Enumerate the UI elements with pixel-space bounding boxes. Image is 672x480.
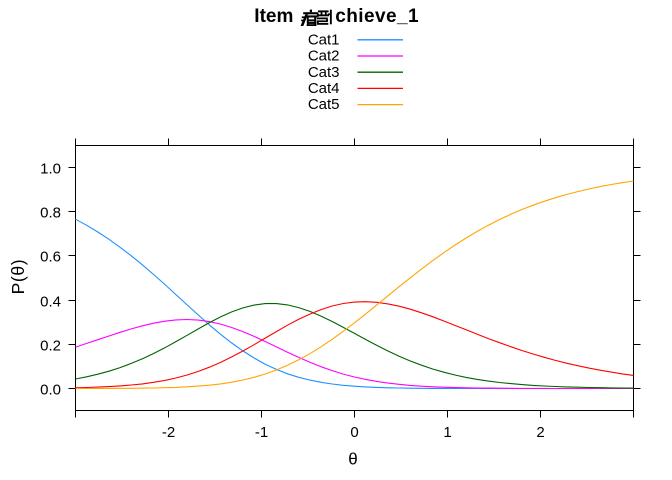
svg-text:-1: -1 [255, 424, 268, 441]
svg-text:Cat2: Cat2 [308, 48, 340, 65]
svg-text:Cat5: Cat5 [308, 96, 340, 113]
svg-text:P(θ): P(θ) [8, 259, 28, 294]
svg-text:chieve_1: chieve_1 [335, 6, 419, 27]
svg-text:Cat4: Cat4 [308, 80, 340, 97]
svg-text:0.0: 0.0 [40, 381, 61, 398]
svg-text:0.8: 0.8 [40, 204, 61, 221]
svg-text:Cat3: Cat3 [308, 64, 340, 81]
svg-text:θ: θ [348, 450, 357, 469]
svg-text:0.4: 0.4 [40, 293, 61, 310]
svg-text:1: 1 [443, 424, 451, 441]
svg-text:Cat1: Cat1 [308, 31, 340, 48]
svg-text:0.2: 0.2 [40, 337, 61, 354]
svg-text:Item: Item [254, 6, 298, 27]
svg-text:0.6: 0.6 [40, 248, 61, 265]
svg-text:2: 2 [536, 424, 544, 441]
svg-text:-2: -2 [162, 424, 175, 441]
svg-text:1.0: 1.0 [40, 160, 61, 177]
svg-text:0: 0 [350, 424, 358, 441]
